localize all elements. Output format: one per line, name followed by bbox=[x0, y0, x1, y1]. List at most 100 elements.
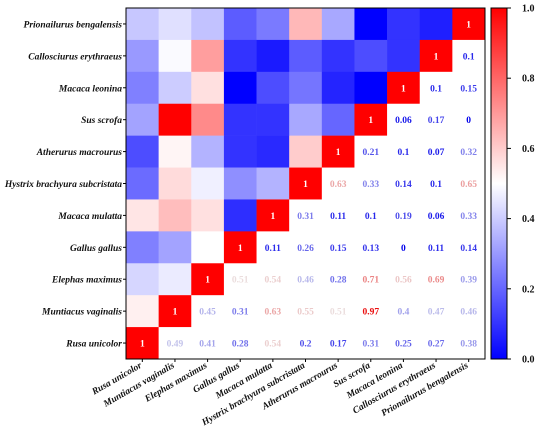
cell-value-label: 0.14 bbox=[460, 244, 477, 254]
cell-value-label: 0.26 bbox=[297, 244, 314, 254]
heatmap-cell bbox=[387, 71, 421, 105]
colorbar-tick-label: 0.6 bbox=[522, 144, 535, 155]
cell-value-label: 0 bbox=[401, 244, 406, 254]
heatmap-cell bbox=[354, 135, 388, 168]
heatmap-cell bbox=[321, 295, 355, 328]
cell-value-label: 1 bbox=[336, 148, 341, 158]
heatmap-cell bbox=[126, 8, 159, 41]
cell-value-label: 0.54 bbox=[265, 276, 282, 286]
cell-value-label: 1 bbox=[140, 340, 145, 350]
heatmap-cell bbox=[191, 263, 225, 296]
heatmap-cell bbox=[387, 103, 421, 136]
cell-value-label: 0.11 bbox=[330, 212, 346, 222]
heatmap-cell bbox=[452, 71, 486, 105]
heatmap-cell bbox=[256, 8, 290, 41]
heatmap-cell bbox=[419, 8, 453, 41]
cell-value-label: 0.33 bbox=[460, 212, 477, 222]
colorbar-tick-label: 0.8 bbox=[522, 74, 535, 85]
row-label: Callosciurus erythraeus bbox=[28, 52, 122, 62]
cell-value-label: 0.46 bbox=[297, 276, 314, 286]
heatmap-cell bbox=[321, 39, 355, 73]
heatmap-cell bbox=[158, 295, 192, 328]
heatmap-cell bbox=[289, 8, 323, 41]
heatmap-cell bbox=[256, 263, 290, 296]
heatmap-cell bbox=[158, 263, 192, 296]
cell-value-label: 0.56 bbox=[395, 276, 412, 286]
heatmap-cell bbox=[126, 167, 159, 200]
heatmap-cell bbox=[452, 8, 486, 41]
heatmap-cell bbox=[158, 167, 192, 200]
heatmap-cell bbox=[256, 135, 290, 168]
row-label: Macaca mulatta bbox=[57, 212, 122, 222]
heatmap-cell bbox=[354, 167, 388, 200]
cell-value-label: 0.69 bbox=[428, 276, 445, 286]
cell-value-label: 0.11 bbox=[265, 244, 281, 254]
cell-value-label: 1 bbox=[401, 84, 406, 94]
heatmap-cell bbox=[419, 199, 453, 232]
heatmap-cell bbox=[289, 103, 323, 136]
heatmap-cell bbox=[321, 199, 355, 232]
heatmap-cell bbox=[256, 327, 290, 360]
cell-value-label: 0.71 bbox=[362, 276, 379, 286]
cell-value-label: 0.06 bbox=[428, 212, 445, 222]
heatmap-cell bbox=[387, 167, 421, 200]
heatmap-cell bbox=[223, 263, 257, 296]
heatmap-cell bbox=[387, 135, 421, 168]
heatmap-cell bbox=[419, 39, 453, 73]
cell-value-label: 0.17 bbox=[330, 340, 347, 350]
cell-value-label: 0.1 bbox=[430, 84, 442, 94]
cell-value-label: 0.1 bbox=[365, 212, 377, 222]
heatmap-cell bbox=[419, 135, 453, 168]
cell-value-label: 0.46 bbox=[460, 308, 477, 318]
heatmap-cell bbox=[223, 71, 257, 105]
cell-value-label: 0.38 bbox=[460, 340, 477, 350]
heatmap-cell bbox=[321, 71, 355, 105]
heatmap-cell bbox=[256, 295, 290, 328]
cell-value-label: 0.55 bbox=[297, 308, 314, 318]
heatmap-cell bbox=[191, 8, 225, 41]
heatmap-cell bbox=[126, 295, 159, 328]
cell-value-label: 0.31 bbox=[297, 212, 314, 222]
heatmap-cell bbox=[452, 167, 486, 200]
heatmap-cell bbox=[321, 103, 355, 136]
heatmap-cell bbox=[354, 295, 388, 328]
cell-value-label: 1 bbox=[270, 212, 275, 222]
heatmap-cell bbox=[191, 295, 225, 328]
heatmap-cell bbox=[126, 103, 159, 136]
heatmap-cell bbox=[419, 295, 453, 328]
heatmap-cell bbox=[289, 39, 323, 73]
heatmap-cell bbox=[387, 231, 421, 264]
heatmap-cell bbox=[223, 103, 257, 136]
heatmap-cell bbox=[126, 263, 159, 296]
heatmap-cell bbox=[158, 103, 192, 136]
heatmap-cell bbox=[419, 71, 453, 105]
heatmap-cell bbox=[191, 231, 225, 264]
row-label: Gallus gallus bbox=[70, 244, 122, 254]
heatmap-cell bbox=[223, 167, 257, 200]
cell-value-label: 0.27 bbox=[428, 340, 445, 350]
heatmap-cells bbox=[126, 8, 486, 360]
cell-value-label: 1 bbox=[368, 116, 373, 126]
heatmap-cell bbox=[321, 8, 355, 41]
cell-value-label: 1 bbox=[434, 52, 439, 62]
heatmap-cell bbox=[223, 8, 257, 41]
cell-value-label: 0.41 bbox=[199, 340, 216, 350]
cell-value-label: 0.14 bbox=[395, 180, 412, 190]
cell-value-label: 0.47 bbox=[428, 308, 445, 318]
colorbar-tick-label: 0.2 bbox=[522, 284, 535, 295]
cell-value-label: 0.21 bbox=[362, 148, 379, 158]
heatmap-cell bbox=[289, 199, 323, 232]
heatmap-cell bbox=[289, 263, 323, 296]
heatmap-cell bbox=[223, 199, 257, 232]
heatmap-cell bbox=[289, 167, 323, 200]
row-label: Hystrix brachyura subcristata bbox=[4, 180, 122, 190]
cell-value-label: 0.13 bbox=[362, 244, 379, 254]
cell-value-label: 1 bbox=[238, 244, 243, 254]
heatmap-cell bbox=[289, 231, 323, 264]
cell-value-label: 0.1 bbox=[430, 180, 442, 190]
colorbar-tick-label: 1.0 bbox=[522, 4, 535, 15]
cell-value-label: 0.51 bbox=[330, 308, 347, 318]
heatmap-cell bbox=[321, 135, 355, 168]
cell-value-label: 0.17 bbox=[428, 116, 445, 126]
